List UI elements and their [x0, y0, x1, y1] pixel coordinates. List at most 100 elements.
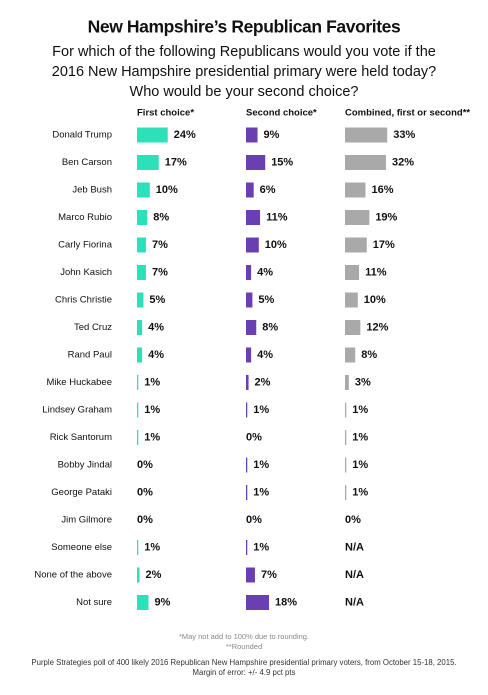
source: Purple Strategies poll of 400 likely 201… — [31, 658, 456, 667]
bar — [246, 320, 257, 335]
category-label: Jim Gilmore — [61, 515, 112, 526]
value-label: 9% — [264, 129, 280, 141]
column-header: Combined, first or second** — [345, 108, 470, 119]
bar — [246, 210, 261, 225]
value-label: 10% — [265, 239, 287, 251]
bar — [345, 155, 386, 170]
value-label: 4% — [257, 266, 273, 278]
value-label: N/A — [345, 569, 364, 581]
category-label: Chris Christie — [55, 295, 112, 306]
value-label: 8% — [361, 349, 377, 361]
bar — [137, 182, 150, 198]
bar — [246, 292, 253, 308]
bar — [345, 320, 361, 335]
value-label: 0% — [246, 431, 262, 443]
category-label: John Kasich — [60, 267, 112, 278]
bar — [345, 265, 360, 280]
value-label: 8% — [153, 211, 169, 223]
value-label: 1% — [352, 459, 368, 471]
category-label: Donald Trump — [52, 130, 112, 141]
footnote: *May not add to 100% due to rounding. — [179, 632, 309, 641]
value-label: 10% — [364, 294, 386, 306]
bar — [137, 320, 143, 335]
category-label: Someone else — [51, 542, 112, 553]
bar — [345, 375, 349, 390]
value-label: 4% — [148, 321, 164, 333]
value-label: 1% — [253, 486, 269, 498]
bar — [137, 540, 139, 555]
value-label: 9% — [155, 596, 171, 608]
value-label: 33% — [393, 129, 415, 141]
value-label: 1% — [144, 541, 160, 553]
bar — [345, 485, 347, 500]
value-label: 6% — [260, 184, 276, 196]
value-label: 19% — [375, 211, 397, 223]
category-label: Lindsey Graham — [42, 405, 112, 416]
value-label: 3% — [355, 376, 371, 388]
category-label: Rand Paul — [68, 350, 112, 361]
column-header: First choice* — [137, 108, 194, 119]
bar — [137, 155, 159, 170]
value-label: 0% — [345, 514, 361, 526]
bar — [246, 127, 258, 143]
bar — [246, 347, 252, 363]
value-label: 18% — [275, 596, 297, 608]
category-label: George Pataki — [51, 487, 112, 498]
value-label: 1% — [144, 376, 160, 388]
bar — [345, 210, 370, 225]
value-label: 17% — [165, 156, 187, 168]
value-label: 0% — [137, 514, 153, 526]
value-label: 1% — [253, 404, 269, 416]
bar — [345, 237, 367, 253]
category-label: Not sure — [76, 597, 112, 608]
category-label: Ben Carson — [62, 157, 112, 168]
value-label: 2% — [255, 376, 271, 388]
value-label: 5% — [149, 294, 165, 306]
bar — [137, 402, 139, 418]
value-label: 12% — [366, 321, 388, 333]
value-label: N/A — [345, 541, 364, 553]
value-label: 1% — [352, 486, 368, 498]
chart-title: New Hampshire’s Republican Favorites — [88, 17, 401, 37]
bar — [246, 485, 248, 500]
bar — [345, 347, 356, 363]
value-label: 2% — [146, 569, 162, 581]
bar — [137, 347, 143, 363]
value-label: 7% — [152, 266, 168, 278]
value-label: 15% — [271, 156, 293, 168]
bar — [246, 595, 270, 610]
bar — [246, 375, 249, 390]
bar — [246, 457, 248, 473]
column-header: Second choice* — [246, 108, 317, 119]
category-label: Jeb Bush — [72, 185, 112, 196]
category-label: Ted Cruz — [74, 322, 112, 333]
bar — [137, 292, 144, 308]
source: Margin of error: +/- 4.9 pct pts — [193, 668, 296, 677]
bar — [137, 567, 140, 583]
value-label: 1% — [352, 404, 368, 416]
value-label: 4% — [148, 349, 164, 361]
bar — [246, 155, 266, 170]
value-label: 1% — [352, 431, 368, 443]
bar — [345, 402, 347, 418]
value-label: 7% — [261, 569, 277, 581]
category-label: Rick Santorum — [50, 432, 112, 443]
bar — [246, 567, 255, 583]
bar — [246, 402, 248, 418]
value-label: 4% — [257, 349, 273, 361]
category-label: Bobby Jindal — [58, 460, 112, 471]
bar — [137, 127, 168, 143]
value-label: 11% — [266, 211, 288, 223]
bar — [345, 430, 347, 445]
value-label: 0% — [137, 486, 153, 498]
bar — [246, 182, 254, 198]
subtitle: For which of the following Republicans w… — [52, 44, 436, 60]
value-label: 7% — [152, 239, 168, 251]
bar — [137, 375, 139, 390]
value-label: 1% — [253, 541, 269, 553]
subtitle: 2016 New Hampshire presidential primary … — [52, 64, 436, 80]
bar — [137, 237, 146, 253]
value-label: 0% — [246, 514, 262, 526]
bar — [137, 265, 146, 280]
